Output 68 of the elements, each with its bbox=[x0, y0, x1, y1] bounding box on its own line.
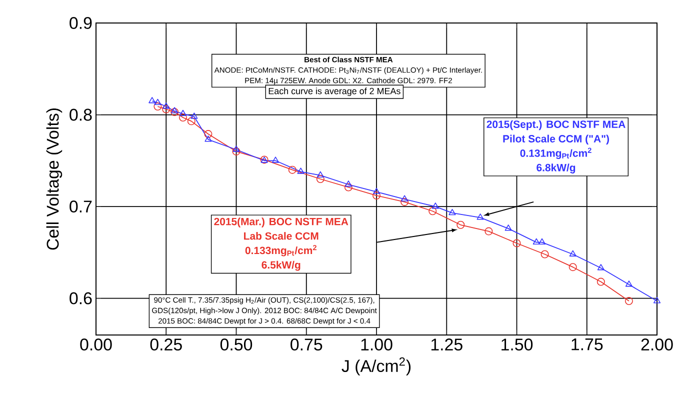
point bbox=[476, 214, 484, 220]
point bbox=[204, 136, 212, 142]
point bbox=[178, 114, 187, 122]
x-tick-label: 1.50 bbox=[502, 338, 533, 351]
point bbox=[428, 207, 437, 216]
point bbox=[170, 108, 179, 116]
point bbox=[297, 168, 304, 174]
point bbox=[187, 117, 196, 126]
y-tick-label: 0.7 bbox=[70, 200, 92, 213]
y-tick-label: 0.8 bbox=[70, 108, 92, 121]
x-tick-label: 0.00 bbox=[80, 338, 112, 351]
point bbox=[653, 297, 661, 304]
text: 2015(Mar.) BOC NSTF MEA bbox=[214, 218, 348, 228]
point bbox=[448, 208, 456, 216]
x-tick-label: 1.00 bbox=[361, 338, 392, 351]
annotation: Lab Scale CCM bbox=[244, 232, 318, 240]
point bbox=[540, 250, 549, 258]
y-tick-label: 0.6 bbox=[70, 292, 92, 304]
text: 2015(Sept.) BOC NSTF MEA bbox=[486, 120, 626, 130]
y-tick-label: 0.9 bbox=[70, 17, 92, 29]
x-tick-label: 2.00 bbox=[641, 338, 673, 351]
point bbox=[344, 180, 352, 187]
x-axis-title: J (A/cm$^{2}$) bbox=[342, 357, 411, 376]
point bbox=[484, 227, 493, 236]
x-tick-label: 0.25 bbox=[150, 338, 182, 351]
annotation: 0.133mg$_{Pt}$/cm$^{2}$ bbox=[245, 244, 316, 256]
point bbox=[597, 264, 604, 270]
x-tick-label: 1.25 bbox=[431, 338, 462, 351]
point bbox=[162, 105, 170, 114]
annotation: 6.5kW/g bbox=[262, 260, 300, 271]
point bbox=[316, 175, 324, 183]
point bbox=[504, 224, 512, 231]
x-tick-label: 1.75 bbox=[572, 338, 603, 350]
point bbox=[569, 250, 576, 256]
point bbox=[232, 147, 240, 156]
point bbox=[372, 192, 381, 200]
point bbox=[204, 130, 212, 138]
y-axis-title: Cell Voltage (Volts) bbox=[46, 108, 62, 250]
point bbox=[171, 107, 178, 114]
point bbox=[401, 195, 408, 202]
point bbox=[456, 220, 465, 229]
point bbox=[179, 110, 186, 116]
annotation: 0.131mg$_{Pt}$/cm$^{2}$ bbox=[520, 148, 592, 160]
point bbox=[400, 198, 409, 206]
point bbox=[624, 297, 633, 306]
x-tick-label: 0.75 bbox=[290, 338, 322, 351]
point bbox=[596, 278, 605, 286]
point bbox=[344, 183, 352, 192]
point bbox=[625, 280, 632, 287]
point bbox=[162, 102, 170, 109]
point bbox=[512, 239, 521, 248]
point bbox=[232, 146, 240, 152]
annotation: Pilot Scale CCM ("A") bbox=[503, 134, 609, 145]
point bbox=[190, 112, 198, 119]
point bbox=[154, 98, 162, 106]
point bbox=[272, 156, 280, 163]
annotation: 6.8kW/g bbox=[536, 164, 576, 174]
annotation: Each curve is average of 2 MEAs bbox=[268, 88, 400, 96]
point bbox=[148, 97, 156, 104]
point bbox=[154, 102, 162, 111]
point bbox=[316, 171, 324, 178]
point bbox=[538, 238, 546, 245]
point bbox=[432, 202, 439, 209]
point bbox=[568, 263, 577, 272]
x-tick-label: 0.50 bbox=[220, 338, 252, 351]
point bbox=[372, 188, 380, 194]
point bbox=[288, 166, 296, 174]
point bbox=[532, 238, 540, 245]
